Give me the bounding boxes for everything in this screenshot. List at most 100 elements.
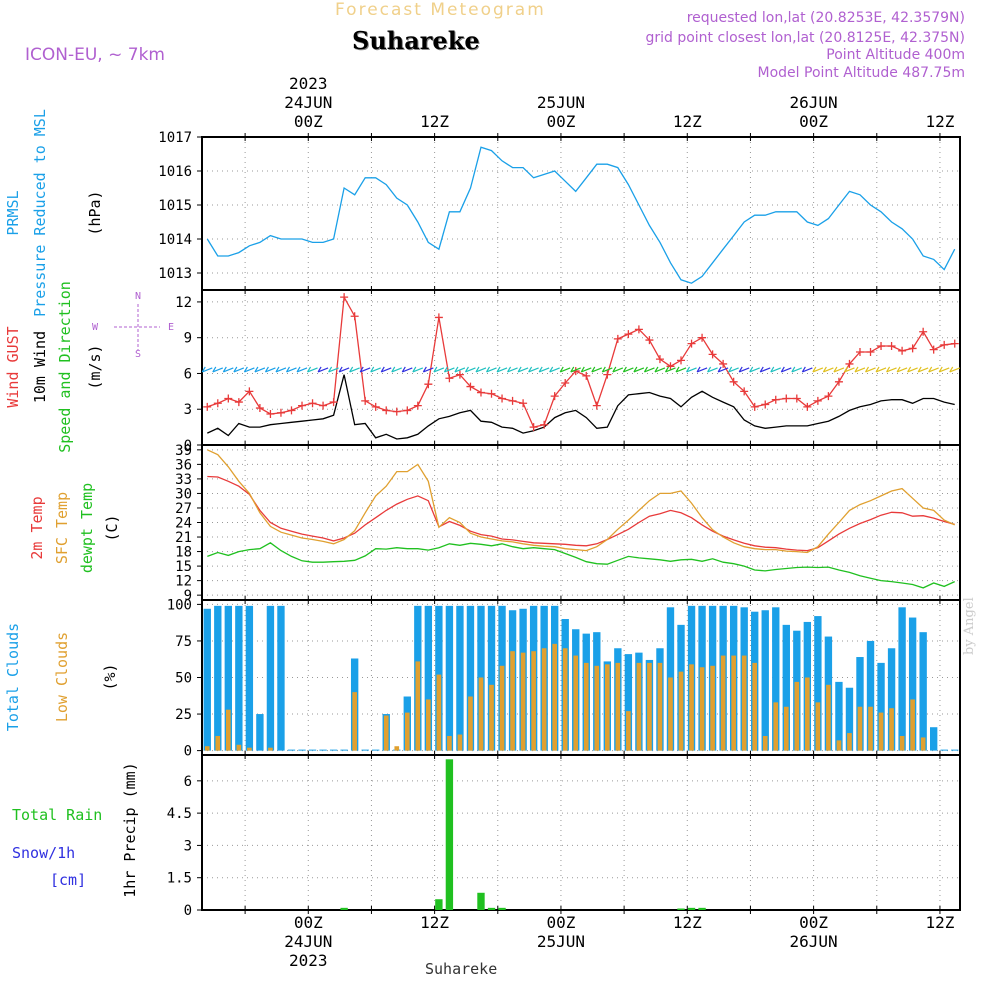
- wind-direction-arrow: [549, 366, 560, 373]
- time-label-top: 12Z: [925, 112, 954, 131]
- total-cloud-bar: [814, 616, 822, 751]
- wind-direction-arrow: [264, 366, 276, 373]
- gust-marker: [719, 359, 728, 368]
- gust-marker: [761, 400, 770, 409]
- axis-label: Pressure Reduced to MSL: [31, 109, 49, 317]
- time-label-top: 2023: [289, 74, 328, 93]
- low-cloud-bar: [226, 709, 231, 751]
- total-cloud-bar: [856, 657, 864, 751]
- wind-direction-arrow: [433, 366, 445, 373]
- low-cloud-bar: [868, 706, 873, 751]
- gust-marker: [792, 394, 801, 403]
- wind-direction-arrow: [464, 366, 476, 373]
- gust-marker: [877, 342, 886, 351]
- gust-marker: [898, 346, 907, 355]
- low-cloud-bar: [815, 702, 821, 751]
- requested-coords: requested lon,lat (20.8253E, 42.3579N): [686, 10, 965, 26]
- axis-label: 2m Temp: [28, 496, 46, 559]
- wind-direction-arrow: [864, 366, 876, 373]
- low-cloud-bar: [594, 665, 600, 751]
- gust-marker: [392, 407, 401, 416]
- wind-direction-arrow: [812, 366, 824, 373]
- wind-direction-arrow: [633, 366, 645, 373]
- wind-direction-arrow: [349, 366, 360, 373]
- gust-marker: [613, 334, 622, 343]
- wind-direction-arrow: [749, 366, 760, 373]
- wind-direction-arrow: [370, 366, 381, 373]
- time-label-bottom: 00Z: [799, 913, 828, 932]
- wind-direction-arrow: [254, 366, 266, 373]
- low-cloud-bar: [699, 667, 705, 751]
- gust-marker: [340, 293, 349, 302]
- gust-marker: [455, 370, 464, 379]
- gust-marker: [677, 356, 686, 365]
- total-cloud-bar: [908, 617, 917, 751]
- y-tick-label: 1013: [158, 266, 192, 282]
- axis-label: Wind GUST: [4, 326, 22, 407]
- y-tick-label: 15: [175, 559, 192, 575]
- total-cloud-bar: [372, 749, 380, 751]
- axis-label: Low Clouds: [53, 632, 71, 722]
- total-cloud-bar: [919, 632, 927, 751]
- gust-marker: [266, 410, 275, 418]
- y-tick-label: 21: [175, 530, 192, 546]
- wind-direction-arrow: [664, 366, 676, 373]
- gust-marker: [834, 377, 843, 386]
- gust-marker: [582, 371, 591, 380]
- gust-marker: [350, 312, 359, 321]
- y-tick-label: 0: [184, 744, 192, 760]
- time-label-bottom: 24JUN: [284, 932, 332, 951]
- total-cloud-bar: [898, 607, 906, 751]
- low-cloud-bar: [794, 681, 800, 751]
- gust-marker: [866, 348, 875, 356]
- low-cloud-bar: [878, 712, 884, 751]
- wind-direction-arrow: [475, 366, 487, 373]
- low-cloud-bar: [394, 746, 400, 751]
- low-cloud-bar: [773, 702, 779, 751]
- time-label-top: 00Z: [294, 112, 323, 131]
- low-cloud-bar: [583, 662, 589, 751]
- model-label: ICON-EU, ~ 7km: [25, 45, 165, 65]
- panel-frame-wind: [201, 289, 961, 446]
- wind-direction-arrow: [896, 366, 908, 373]
- total-cloud-bar: [319, 749, 327, 751]
- wind-direction-arrow: [201, 366, 213, 373]
- gust-marker: [298, 401, 307, 410]
- wind-speed-line: [207, 374, 955, 440]
- gust-marker: [203, 402, 212, 411]
- wind-direction-arrow: [412, 366, 424, 373]
- gust-marker: [655, 355, 664, 364]
- time-label-top: 00Z: [546, 112, 575, 131]
- gust-marker: [234, 398, 243, 407]
- gust-marker: [940, 340, 949, 349]
- low-cloud-bar: [215, 735, 221, 751]
- wind-direction-arrow: [843, 366, 855, 373]
- wind-direction-arrow: [949, 366, 960, 373]
- low-cloud-bar: [783, 706, 789, 751]
- gust-marker: [666, 362, 675, 371]
- grid-point-coords: grid point closest lon,lat (20.8125E, 42…: [645, 30, 965, 46]
- low-cloud-bar: [847, 733, 852, 751]
- low-cloud-bar: [857, 706, 863, 751]
- low-cloud-bar: [762, 735, 768, 751]
- total-cloud-bar: [424, 605, 433, 751]
- wind-gust-line: [207, 295, 955, 428]
- gust-marker: [329, 398, 338, 407]
- y-tick-label: 3: [184, 838, 192, 854]
- wind-direction-arrow: [770, 366, 781, 373]
- low-cloud-bar: [678, 671, 684, 751]
- wind-direction-arrow: [243, 366, 255, 373]
- y-tick-label: 1.5: [167, 871, 192, 887]
- time-label-bottom: 00Z: [294, 913, 323, 932]
- gust-marker: [382, 406, 391, 415]
- gust-marker: [424, 380, 433, 389]
- axis-label: (m/s): [86, 344, 104, 389]
- meteogram-title: Forecast Meteogram: [335, 0, 546, 20]
- total-cloud-bar: [277, 605, 285, 751]
- y-tick-label: 18: [175, 545, 192, 561]
- low-cloud-bar: [520, 652, 526, 751]
- wind-direction-arrow: [622, 366, 634, 373]
- low-cloud-bar: [752, 662, 758, 751]
- gust-marker: [813, 396, 822, 405]
- total-cloud-bar: [456, 605, 464, 751]
